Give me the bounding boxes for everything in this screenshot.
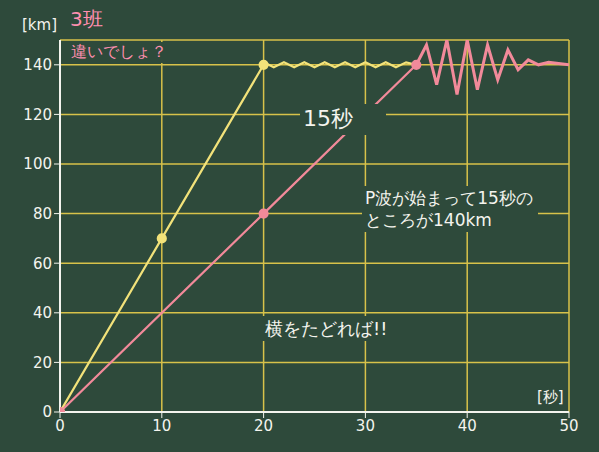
svg-text:40: 40: [33, 304, 52, 322]
svg-text:0: 0: [42, 403, 52, 421]
svg-text:0: 0: [55, 417, 65, 435]
svg-text:140: 140: [23, 56, 52, 74]
svg-text:60: 60: [33, 255, 52, 273]
svg-text:120: 120: [23, 106, 52, 124]
html-text:[秒]: [秒]: [537, 388, 564, 406]
svg-text:10: 10: [152, 417, 171, 435]
svg-text:30: 30: [356, 417, 375, 435]
svg-text:80: 80: [33, 205, 52, 223]
html-text:横をたどれば!!: 横をたどれば!!: [265, 318, 388, 339]
html-text:違いでしょ？: 違いでしょ？: [71, 42, 167, 61]
html-text:15秒: 15秒: [303, 106, 353, 131]
html-text:[km]: [km]: [22, 16, 57, 34]
html-text:P波が始まって15秒のところが140km: P波が始まって15秒のところが140km: [365, 188, 533, 231]
html-text:3班: 3班: [70, 7, 103, 31]
svg-text:20: 20: [254, 417, 273, 435]
svg-text:40: 40: [458, 417, 477, 435]
svg-text:100: 100: [23, 155, 52, 173]
svg-text:20: 20: [33, 354, 52, 372]
svg-text:50: 50: [559, 417, 578, 435]
